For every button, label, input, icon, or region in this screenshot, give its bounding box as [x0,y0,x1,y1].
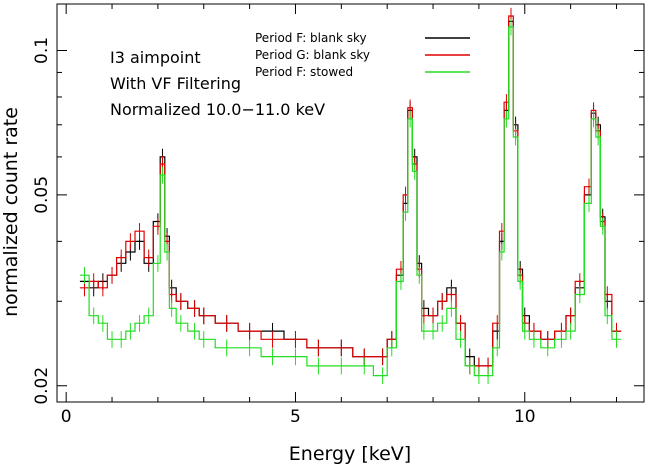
y-tick-label: 0.05 [32,176,52,214]
x-tick-label: 5 [290,407,301,427]
annotation-vf-filtering: With VF Filtering [110,74,241,93]
legend-label: Period F: stowed [255,65,353,79]
y-tick-label: 0.02 [32,367,52,405]
y-axis: 0.02 0.05 0.1 [32,37,644,405]
x-axis: 0 5 10 [61,4,617,427]
series-layer [79,7,622,385]
legend: Period F: blank sky Period G: blank sky Pe… [255,31,470,79]
plot-frame [56,3,645,403]
y-axis-label: normalized count rate [0,107,22,317]
annotation-normalization: Normalized 10.0−11.0 keV [110,100,325,119]
legend-label: Period G: blank sky [255,48,370,62]
x-axis-label: Energy [keV] [289,443,411,465]
y-tick-label: 0.1 [32,37,52,64]
annotation-aimpoint: I3 aimpoint [110,48,201,67]
series-2 [79,18,622,385]
x-tick-label: 0 [61,407,72,427]
x-tick-label: 10 [514,407,536,427]
legend-label: Period F: blank sky [255,31,367,45]
series-line [79,26,622,377]
